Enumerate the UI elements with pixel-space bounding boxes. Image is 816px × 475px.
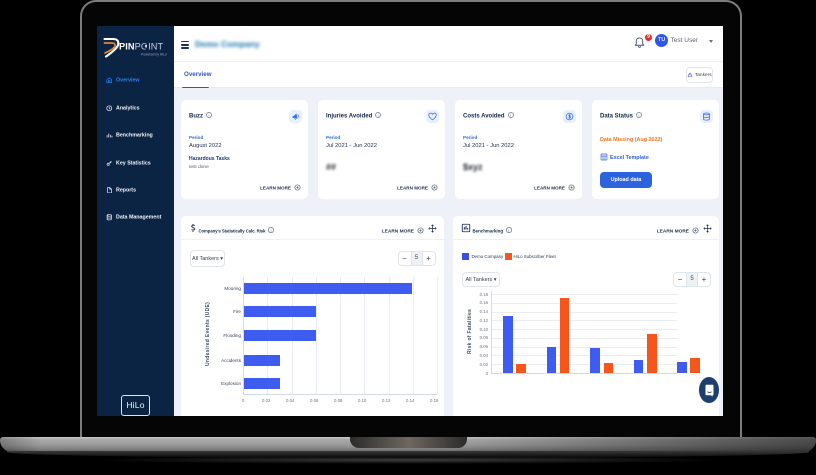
svg-text:Powered by HiLo: Powered by HiLo xyxy=(141,53,167,57)
svg-text:PINPOINT: PINPOINT xyxy=(119,42,163,52)
